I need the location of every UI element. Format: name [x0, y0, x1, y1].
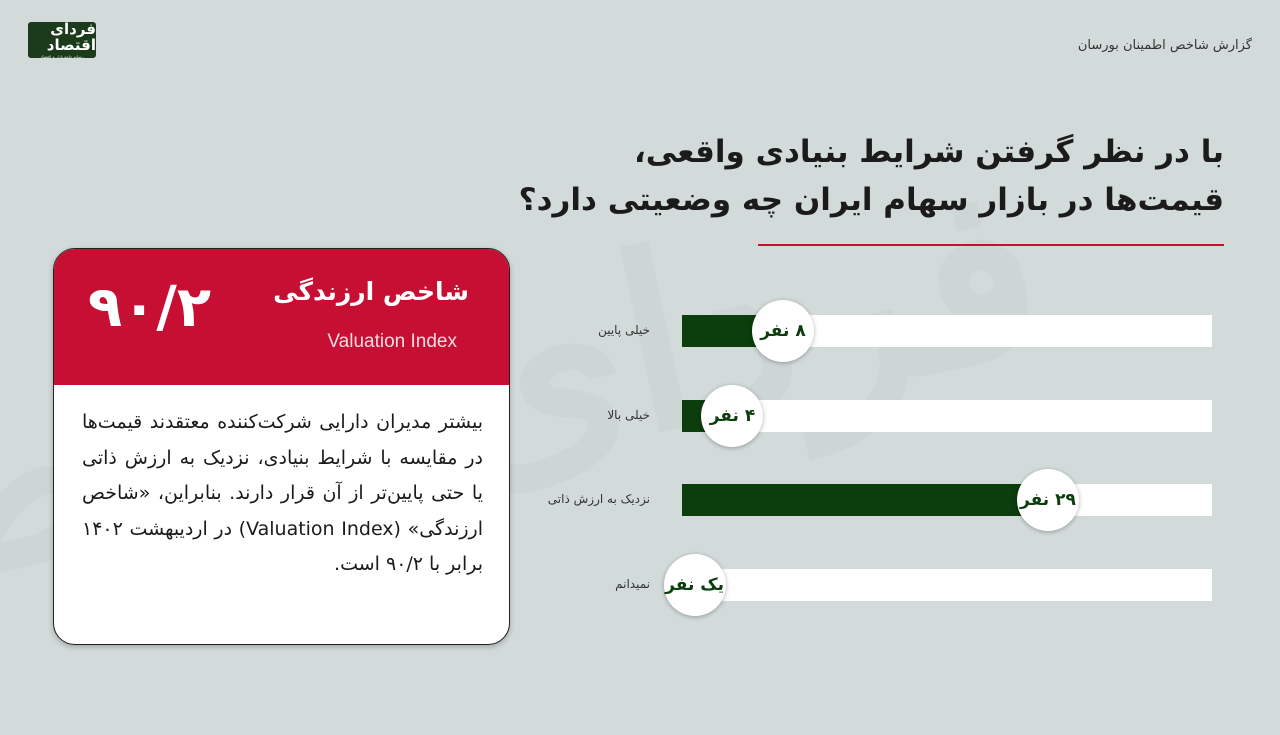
brand-logo: فردای اقتصاد رسانه جامع بازار و اقتصاد	[28, 20, 96, 59]
bar-track	[682, 569, 1212, 601]
page-title: با در نظر گرفتن شرایط بنیادی واقعی، قیمت…	[464, 128, 1224, 224]
index-name-en: Valuation Index	[327, 331, 457, 352]
bar-label: نمیدانم	[615, 577, 650, 591]
index-card: ۹۰/۲ شاخص ارزندگی Valuation Index بیشتر …	[53, 248, 510, 645]
bar-label: خیلی پایین	[598, 323, 650, 337]
logo-subtext: رسانه جامع بازار و اقتصاد	[40, 54, 84, 59]
index-value: ۹۰/۲	[88, 275, 211, 340]
bar-label: نزدیک به ارزش ذاتی	[547, 492, 650, 506]
index-description: بیشتر مدیران دارایی شرکت‌کننده معتقدند ق…	[82, 411, 483, 575]
title-line-1: با در نظر گرفتن شرایط بنیادی واقعی،	[633, 134, 1224, 170]
bar-track	[682, 484, 1212, 516]
bar-value-label: ۲۹ نفر	[1016, 469, 1079, 531]
bar-label: خیلی بالا	[607, 408, 650, 422]
bar-value-label: یک نفر	[663, 554, 726, 616]
bar-value-label: ۸ نفر	[751, 300, 814, 362]
index-card-header: ۹۰/۲ شاخص ارزندگی Valuation Index	[54, 249, 509, 385]
title-underline	[758, 244, 1224, 246]
bar-track	[682, 400, 1212, 432]
bar	[682, 484, 1048, 516]
index-name-fa: شاخص ارزندگی	[273, 277, 469, 306]
bar-value-label: ۴ نفر	[701, 385, 764, 447]
logo-text: فردای اقتصاد	[46, 20, 96, 54]
report-label: گزارش شاخص اطمینان بورسان	[1077, 38, 1252, 53]
title-line-2: قیمت‌ها در بازار سهام ایران چه وضعیتی دا…	[518, 182, 1224, 218]
